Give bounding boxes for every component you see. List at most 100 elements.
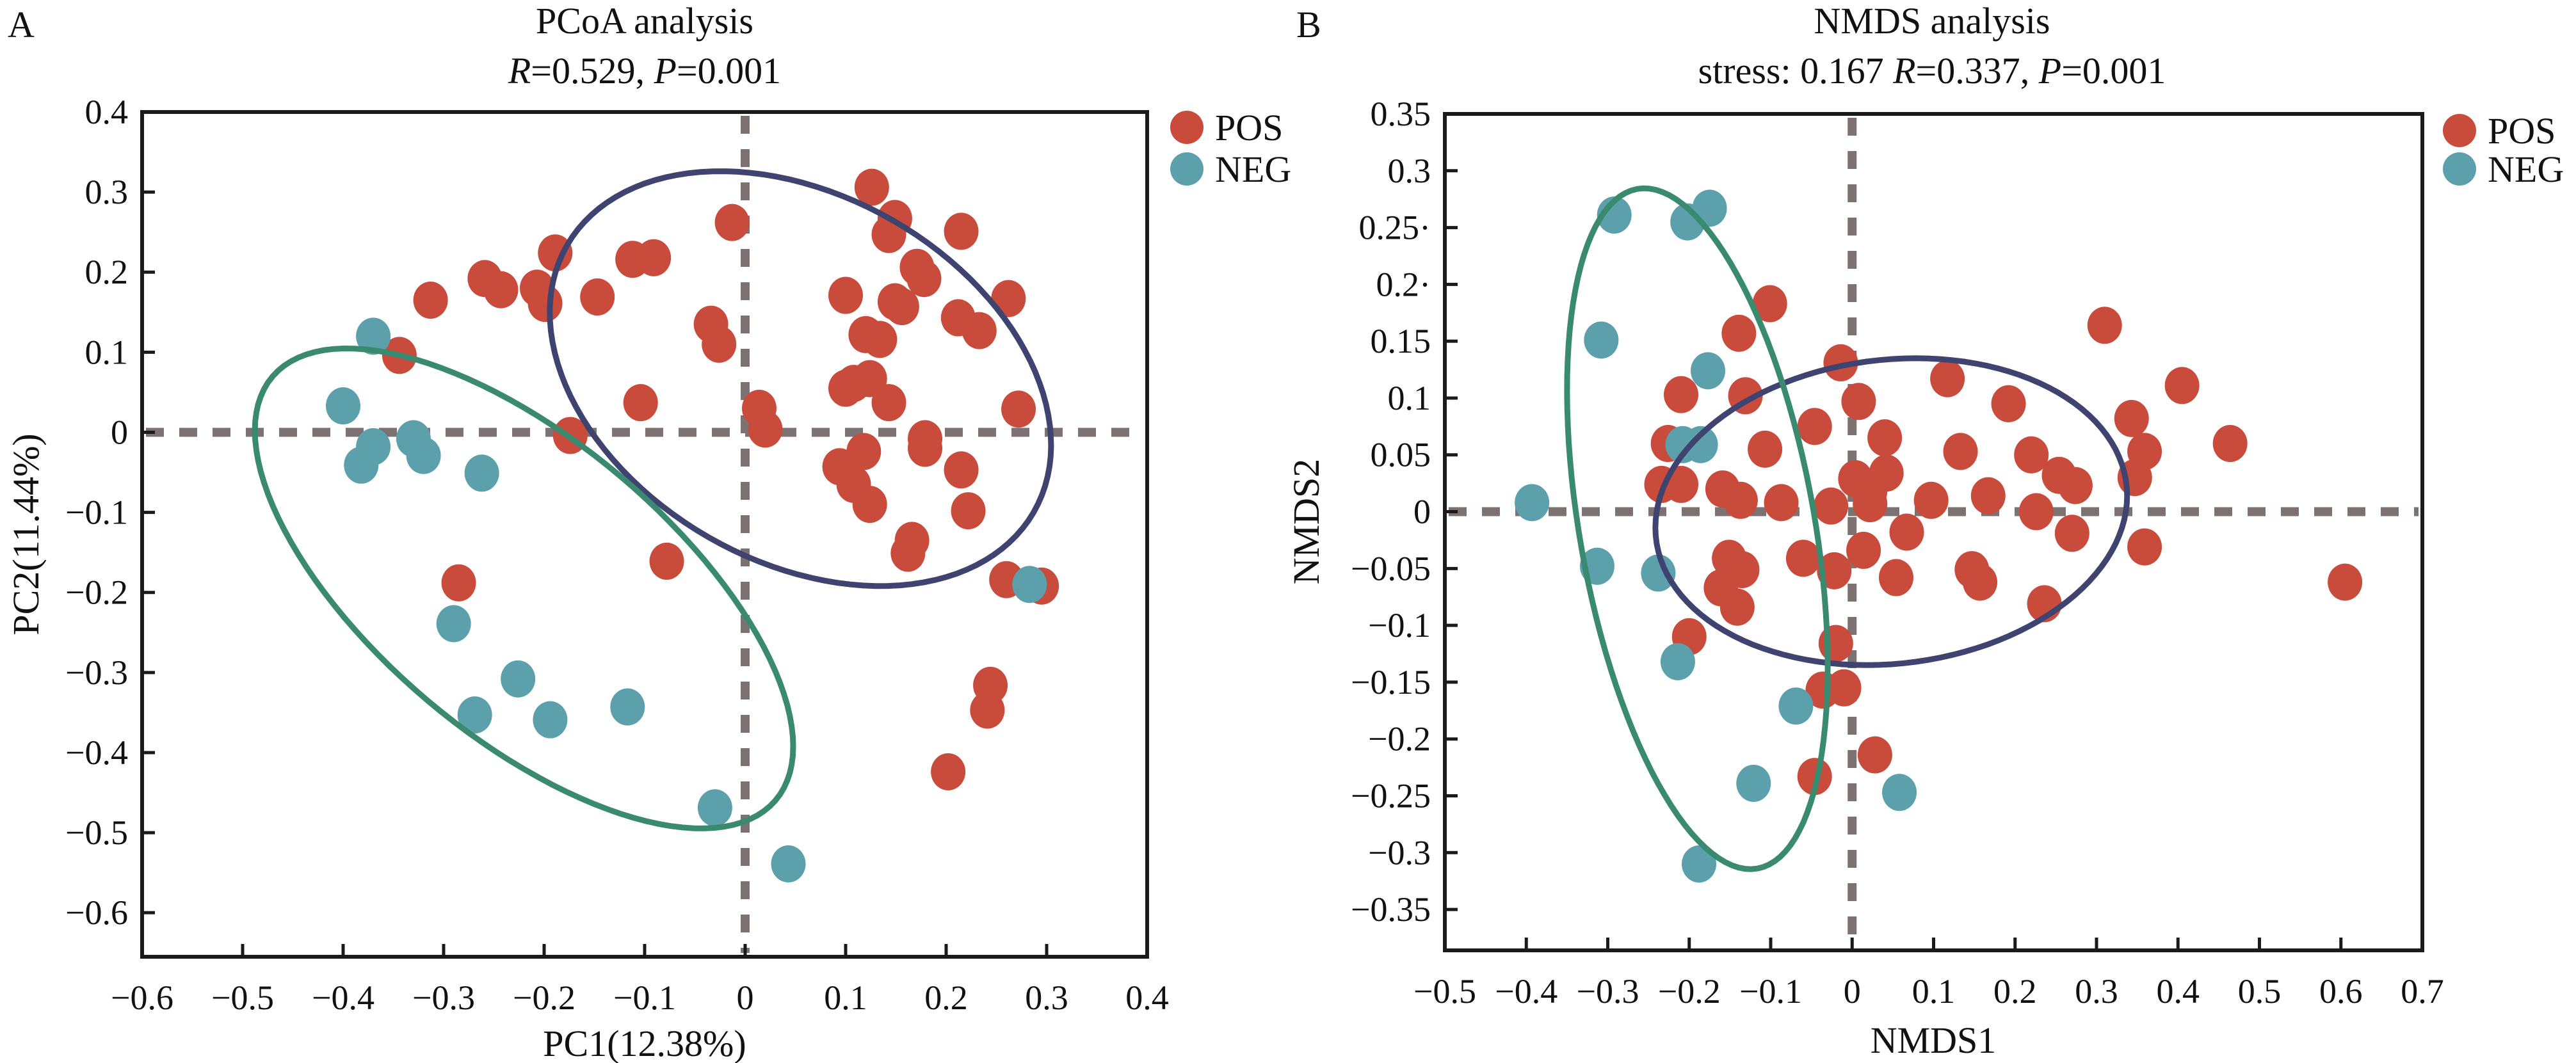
p-value: =0.001 — [2061, 50, 2166, 92]
point-pos — [483, 271, 519, 308]
point-pos — [1841, 383, 1876, 420]
x-tick-label: 0.6 — [2319, 972, 2363, 1011]
point-pos — [970, 691, 1005, 729]
point-pos — [2114, 399, 2149, 437]
point-pos — [890, 534, 926, 572]
point-pos — [580, 278, 615, 316]
plot-area-a: −0.6 −0.5 −0.4 −0.3 −0.2 −0.1 0 0.1 0.2 0.3 0.4 0.4… — [65, 93, 1169, 1017]
point-pos — [538, 234, 573, 272]
x-tick-label: 0 — [737, 979, 754, 1017]
nmds-chart: B NMDS analysis stress: 0.167 R=0.337, P… — [1285, 0, 2564, 1061]
point-pos — [1814, 487, 1849, 525]
point-pos — [1930, 360, 1965, 397]
point-pos — [906, 260, 942, 298]
point-pos — [1748, 430, 1783, 468]
y-tick-label: 0.2 — [85, 253, 129, 291]
legend-marker-pos — [1170, 111, 1203, 144]
point-pos — [413, 282, 448, 319]
point-neg — [771, 845, 806, 883]
y-tick-label: −0.3 — [65, 653, 128, 692]
point-pos — [951, 492, 986, 530]
y-axis-label-b: NMDS2 — [1285, 459, 1327, 585]
y-tick-label: 0.3 — [1388, 152, 1431, 190]
point-pos — [908, 429, 943, 467]
x-tick-label: 0.3 — [2075, 972, 2118, 1011]
point-neg — [533, 701, 568, 739]
y-tick-label: −0.15 — [1351, 663, 1431, 701]
y-tick-label: 0.1 — [85, 333, 129, 371]
x-tick-label: −0.2 — [1658, 972, 1721, 1011]
y-tick-label: 0.05 — [1371, 436, 1431, 474]
point-pos — [636, 239, 672, 276]
x-tick-label: −0.6 — [111, 979, 173, 1017]
y-tick-label: −0.4 — [65, 733, 128, 772]
y-tick-label: 0.15 — [1371, 322, 1431, 360]
point-pos — [1889, 513, 1924, 551]
ellipse-neg — [1564, 185, 1831, 872]
point-pos — [884, 288, 919, 326]
point-neg — [610, 688, 645, 726]
point-pos — [649, 542, 684, 580]
point-neg — [356, 317, 391, 355]
point-pos — [2014, 436, 2049, 474]
point-pos — [962, 312, 997, 349]
x-tick-label: 0.4 — [2157, 972, 2200, 1011]
point-neg — [1660, 643, 1695, 680]
legend-marker-pos — [2443, 114, 2476, 147]
point-pos — [1719, 588, 1755, 626]
point-neg — [501, 660, 536, 698]
point-pos — [828, 276, 863, 314]
point-neg — [1691, 352, 1726, 390]
point-pos — [2087, 307, 2122, 344]
point-pos — [1913, 481, 1949, 519]
point-neg — [697, 789, 732, 827]
point-pos — [1853, 485, 1888, 523]
point-neg — [406, 436, 441, 474]
point-pos — [2127, 528, 2162, 566]
legend-label-pos: POS — [2488, 110, 2556, 152]
point-pos — [1857, 736, 1892, 774]
y-tick-label: 0.25· — [1359, 209, 1431, 247]
x-tick-label: 0.2 — [924, 979, 968, 1017]
point-pos — [1764, 484, 1799, 522]
x-tick-label: −0.5 — [1413, 972, 1476, 1011]
chart-subtitle-b: stress: 0.167 R=0.337, P=0.001 — [1698, 50, 2166, 92]
x-tick-label: 0.1 — [824, 979, 867, 1017]
y-tick-label: −0.5 — [65, 813, 128, 852]
point-pos — [1785, 539, 1821, 577]
x-tick-label: −0.1 — [613, 979, 676, 1017]
r-value: =0.337, — [1916, 50, 2039, 92]
y-tick-label: −0.05 — [1351, 549, 1431, 587]
point-pos — [1878, 559, 1913, 596]
y-tick-label: −0.6 — [65, 893, 128, 932]
point-pos — [1823, 344, 1858, 381]
point-neg — [1682, 845, 1717, 883]
r-label: R — [508, 50, 531, 92]
chart-subtitle-a: R=0.529, P=0.001 — [508, 50, 781, 92]
point-neg — [326, 387, 360, 425]
point-pos — [1826, 669, 1862, 707]
point-pos — [1797, 408, 1832, 445]
y-tick-label: 0 — [111, 413, 128, 451]
y-tick-label: −0.1 — [1368, 606, 1431, 644]
point-pos — [931, 753, 966, 790]
point-pos — [1721, 314, 1757, 352]
r-label: R — [1892, 50, 1915, 92]
ellipse-pos — [1652, 355, 2130, 668]
x-tick-label: −0.3 — [1577, 972, 1639, 1011]
point-pos — [1846, 531, 1881, 569]
point-pos — [944, 212, 979, 250]
point-neg — [344, 446, 379, 484]
x-tick-label: 0.7 — [2401, 972, 2444, 1011]
point-neg — [1641, 554, 1676, 592]
legend-marker-neg — [1170, 152, 1203, 186]
y-tick-label: 0 — [1413, 493, 1431, 531]
x-tick-label: 0 — [1844, 972, 1861, 1011]
point-pos — [702, 325, 737, 363]
x-tick-label: 0.3 — [1025, 979, 1068, 1017]
point-pos — [2328, 563, 2363, 601]
point-neg — [1012, 566, 1047, 603]
x-tick-label: −0.4 — [1495, 972, 1558, 1011]
stress-value: stress: 0.167 — [1698, 50, 1894, 92]
